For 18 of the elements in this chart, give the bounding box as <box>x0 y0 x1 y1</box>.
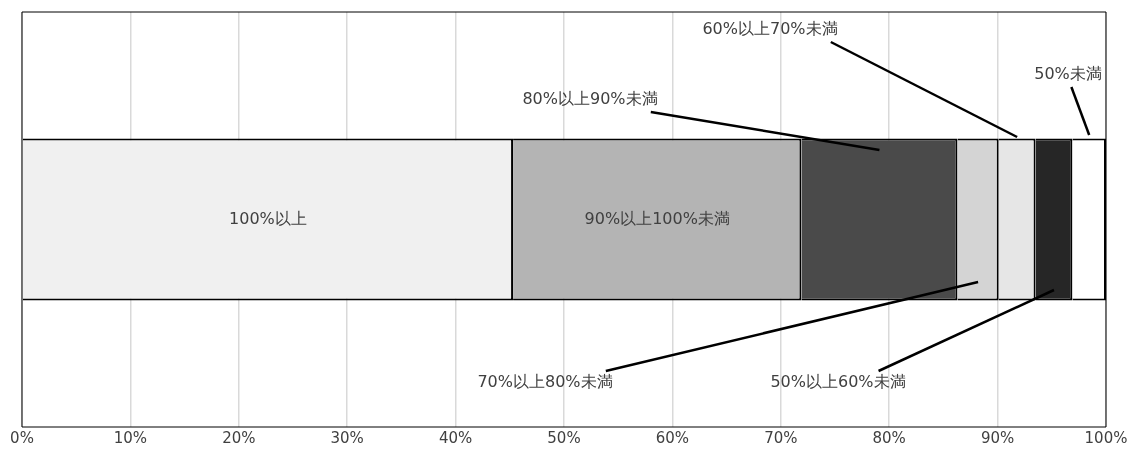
series-label: 90%以上100%未満 <box>584 208 730 228</box>
x-tick-label: 30% <box>330 428 364 447</box>
x-tick-label: 50% <box>547 428 581 447</box>
x-tick-label: 100% <box>1084 428 1128 447</box>
text: 80%以上90%未満 <box>522 89 658 109</box>
x-tick-label: 0% <box>10 428 34 447</box>
x-tick-label: 20% <box>222 428 256 447</box>
x-tick-label: 60% <box>655 428 690 447</box>
text: 60%以上70%未満 <box>702 19 838 39</box>
text: 50%以上60%未満 <box>770 372 906 392</box>
x-tick-label: 10% <box>113 428 148 447</box>
text: 50%未満 <box>1034 64 1102 84</box>
text: 70%以上80%未満 <box>477 372 613 392</box>
x-tick-label: 70% <box>764 428 798 447</box>
x-tick-label: 90% <box>980 428 1015 447</box>
series-label: 100%以上 <box>229 208 307 228</box>
x-tick-label: 40% <box>438 428 473 447</box>
x-tick-label: 80% <box>872 428 906 447</box>
